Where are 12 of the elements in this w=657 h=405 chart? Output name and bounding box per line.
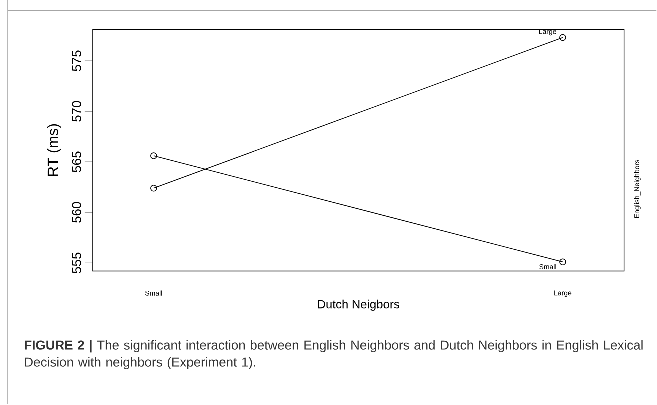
y-tick-label: 570 xyxy=(72,101,82,122)
y-axis-title: RT (ms) xyxy=(47,124,62,176)
point xyxy=(560,258,566,266)
y-tick-label: 575 xyxy=(72,50,82,72)
point xyxy=(150,185,158,192)
y-tick-label: 555 xyxy=(72,253,82,274)
point xyxy=(560,34,566,42)
y-tick-label: 565 xyxy=(72,152,82,173)
x-axis-title: Dutch Neigbors xyxy=(318,300,400,312)
point xyxy=(150,152,158,160)
text: FIGURE 2 | The significant interaction between English Neighbors and Dutch Neighbors in English Lexical Decision with neighbors (Experiment 1). xyxy=(25,340,643,370)
y-tick-label: 560 xyxy=(72,202,82,224)
